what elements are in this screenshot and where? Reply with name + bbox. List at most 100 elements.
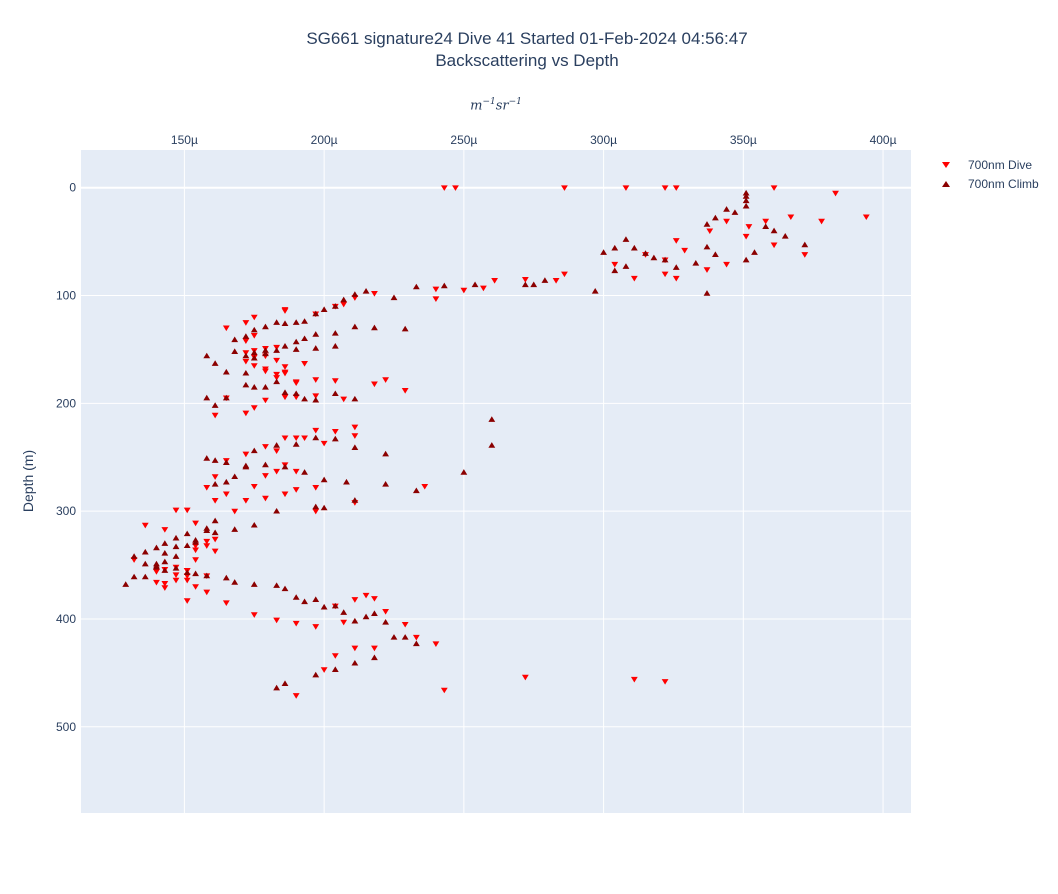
climb-point	[262, 461, 269, 468]
dive-point	[292, 468, 300, 475]
climb-point	[331, 666, 339, 673]
dive-point	[292, 380, 300, 387]
dive-point	[292, 487, 300, 493]
dive-point	[262, 444, 269, 450]
climb-point	[222, 459, 230, 466]
dive-point	[661, 271, 669, 278]
climb-point	[488, 416, 496, 422]
dive-point	[440, 185, 448, 191]
dive-point	[273, 375, 281, 381]
dive-point	[203, 589, 211, 596]
dive-point	[770, 242, 778, 249]
dive-point	[281, 307, 289, 313]
climb-point	[273, 378, 281, 385]
dive-point	[231, 508, 239, 515]
climb-point	[250, 521, 258, 528]
data-markers	[122, 185, 870, 699]
legend-label-dive: 700nm Dive	[968, 157, 1033, 172]
climb-point	[340, 296, 348, 303]
climb-point	[250, 349, 258, 356]
legend-item-climb[interactable]: 700nm Climb	[940, 174, 1039, 193]
climb-point	[371, 324, 378, 331]
dive-point	[340, 301, 348, 308]
dive-point	[203, 543, 211, 549]
climb-point	[351, 323, 359, 330]
dive-point	[452, 185, 459, 191]
climb-series	[122, 189, 809, 691]
y-tick-label: 500	[56, 720, 76, 734]
x-tick-label: 150µ	[171, 133, 198, 147]
dive-point	[312, 427, 320, 434]
dive-point	[362, 592, 370, 599]
climb-point	[440, 282, 448, 289]
dive-point	[862, 214, 870, 221]
dive-point	[440, 687, 448, 694]
dive-point	[421, 483, 429, 490]
dive-point	[762, 218, 770, 225]
climb-point	[781, 233, 789, 239]
dive-point	[312, 393, 320, 399]
dive-point	[745, 224, 753, 230]
dive-point	[273, 468, 281, 475]
climb-point	[203, 394, 211, 401]
climb-point	[301, 598, 308, 605]
chart-title-line-1: SG661 signature24 Dive 41 Started 01-Feb…	[306, 29, 748, 48]
climb-point	[183, 542, 191, 549]
legend-item-dive[interactable]: 700nm Dive	[940, 155, 1039, 174]
climb-point	[320, 603, 328, 610]
axis-ticks: 150µ 200µ 250µ 300µ 350µ 400µ 0 100 200 300 400 500	[56, 133, 897, 734]
climb-point	[292, 319, 300, 325]
climb-point	[161, 540, 169, 546]
dive-point	[262, 366, 269, 373]
climb-point	[301, 318, 308, 324]
climb-point	[203, 525, 211, 531]
climb-point	[203, 572, 211, 579]
x-tick-label: 400µ	[870, 133, 897, 147]
dive-point	[222, 600, 230, 606]
climb-point	[611, 267, 619, 274]
climb-point	[351, 395, 359, 402]
dive-point	[301, 361, 308, 367]
dive-point	[250, 612, 258, 618]
climb-point	[390, 634, 398, 640]
dive-point	[211, 548, 219, 555]
dive-point	[262, 473, 269, 479]
dive-point	[382, 609, 390, 615]
climb-point	[312, 596, 320, 602]
dive-point	[561, 185, 568, 191]
climb-point	[172, 553, 180, 559]
dive-point	[292, 620, 300, 627]
dive-point	[172, 507, 180, 514]
dive-point	[521, 276, 529, 283]
climb-point	[382, 618, 390, 625]
climb-point	[292, 338, 300, 345]
dive-point	[273, 617, 281, 624]
dive-point	[622, 185, 630, 191]
dive-point	[351, 645, 359, 652]
dive-point	[681, 247, 689, 254]
dive-point	[787, 214, 795, 221]
dive-series	[130, 185, 870, 699]
climb-point	[292, 441, 300, 447]
climb-point	[312, 345, 320, 351]
climb-point	[711, 251, 719, 257]
climb-point	[250, 581, 258, 587]
dive-point	[250, 314, 258, 321]
climb-point	[312, 310, 320, 317]
y-tick-label: 400	[56, 612, 76, 626]
climb-point	[351, 617, 359, 624]
climb-point	[130, 573, 138, 580]
dive-point	[281, 370, 289, 377]
climb-point	[161, 558, 169, 565]
climb-point	[703, 290, 711, 296]
climb-point	[211, 517, 219, 524]
climb-point	[362, 613, 370, 620]
climb-point	[742, 189, 750, 196]
x-axis-unit-label: m−1sr−1	[470, 97, 522, 114]
climb-point	[242, 352, 250, 359]
climb-point	[292, 346, 300, 352]
dive-point	[340, 396, 348, 403]
climb-point	[301, 335, 308, 342]
climb-point	[292, 390, 300, 397]
